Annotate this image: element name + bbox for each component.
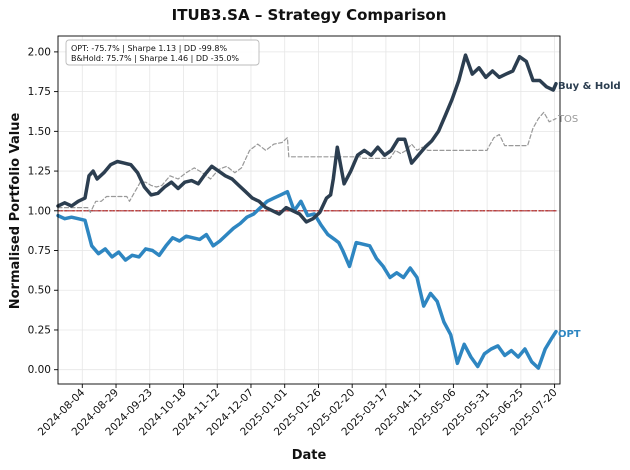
series-line-buy-hold bbox=[56, 53, 558, 224]
stats-box-frame bbox=[65, 39, 260, 66]
x-axis: 2024-08-042024-08-292024-09-232024-10-18… bbox=[36, 384, 560, 438]
y-tick-label: 0.75 bbox=[28, 245, 51, 257]
x-axis-label: Date bbox=[292, 448, 327, 463]
plot-frame bbox=[57, 35, 561, 385]
stats-bhold: B&Hold: 75.7% | Sharpe 1.46 | DD -35.0% bbox=[71, 54, 239, 63]
series-line-tos bbox=[57, 111, 557, 213]
series-label-buy-hold: Buy & Hold bbox=[558, 81, 621, 92]
y-tick-label: 0.50 bbox=[28, 285, 51, 297]
y-tick-label: 1.50 bbox=[28, 126, 51, 138]
y-axis-label: Normalised Portfolio Value bbox=[8, 113, 23, 310]
grid bbox=[58, 36, 560, 384]
stats-box: OPT: -75.7% | Sharpe 1.13 | DD -99.8% B&… bbox=[65, 39, 260, 66]
y-axis: 0.00 0.25 0.50 0.75 1.00 1.25 1.50 1.75 2.00 bbox=[28, 46, 58, 376]
series-label-opt: OPT bbox=[558, 329, 581, 340]
series-label-tos: TOS bbox=[557, 114, 578, 125]
series-layer bbox=[56, 53, 558, 370]
y-tick-label: 1.75 bbox=[28, 86, 51, 98]
series-line-opt bbox=[56, 189, 558, 370]
y-tick-label: 0.00 bbox=[28, 364, 51, 376]
y-tick-label: 1.25 bbox=[28, 166, 51, 178]
y-tick-label: 0.25 bbox=[28, 324, 51, 336]
chart-title: ITUB3.SA – Strategy Comparison bbox=[172, 6, 447, 24]
y-tick-label: 1.00 bbox=[28, 205, 51, 217]
stats-opt: OPT: -75.7% | Sharpe 1.13 | DD -99.8% bbox=[71, 44, 227, 53]
y-tick-label: 2.00 bbox=[28, 46, 51, 58]
series-end-labels: Buy & Hold OPT TOS bbox=[557, 81, 621, 340]
